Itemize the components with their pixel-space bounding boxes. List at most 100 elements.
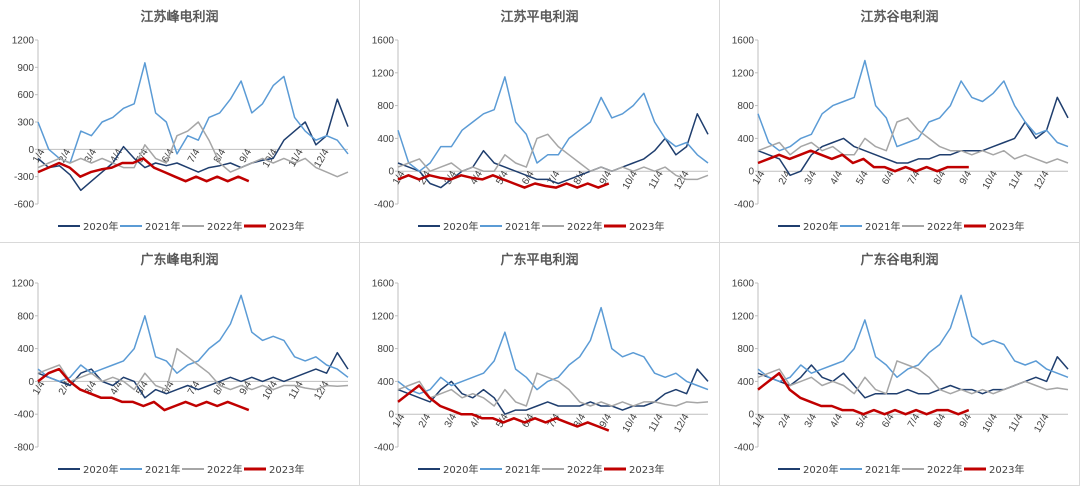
legend-label-2021: 2021年 — [865, 463, 900, 476]
x-tick-label: 10/4 — [621, 412, 640, 435]
legend-label-2022: 2022年 — [207, 220, 242, 233]
y-tick-label: 900 — [17, 63, 34, 74]
legend-label-2022: 2022年 — [207, 463, 242, 476]
y-tick-label: 1200 — [372, 311, 395, 322]
x-tick-label: 12/4 — [672, 169, 691, 192]
series-line-2021 — [37, 294, 349, 383]
y-tick-label: 800 — [377, 344, 394, 355]
legend-label-2020: 2020年 — [443, 220, 478, 233]
chart-title: 广东峰电利润 — [140, 252, 218, 268]
x-tick-label: 12/4 — [672, 412, 691, 435]
y-tick-label: 800 — [377, 101, 394, 112]
legend-label-2022: 2022年 — [567, 220, 602, 233]
y-tick-label: 600 — [17, 90, 34, 101]
series-line-2022 — [397, 372, 709, 407]
y-tick-label: -400 — [734, 200, 754, 211]
x-tick-label: 10/4 — [621, 169, 640, 192]
legend-label-2021: 2021年 — [145, 220, 180, 233]
y-tick-label: 1200 — [732, 311, 755, 322]
y-tick-label: -400 — [374, 200, 394, 211]
chart-panel-3: 江苏谷电利润 1600 1200 800 400 0 -400 1/4 2/4 3/4 4/4 5/4… — [720, 0, 1079, 242]
series-line-2021 — [757, 294, 1069, 383]
chart-title: 江苏峰电利润 — [140, 9, 218, 25]
y-tick-label: 1200 — [12, 279, 35, 290]
chart-title: 广东谷电利润 — [860, 252, 938, 268]
series-line-2023 — [37, 157, 250, 183]
legend-label-2021: 2021年 — [865, 220, 900, 233]
y-tick-label: 1200 — [732, 68, 755, 79]
y-tick-label: 800 — [737, 344, 754, 355]
legend-label-2022: 2022年 — [927, 463, 962, 476]
y-tick-label: -600 — [14, 200, 34, 211]
series-line-2022 — [397, 133, 709, 181]
y-tick-label: 0 — [388, 167, 394, 178]
legend-label-2023: 2023年 — [269, 220, 304, 233]
chart-panel-1: 江苏峰电利润 1200 900 600 300 0 -300 -600 1/4 2/4 3/4 4/4… — [0, 0, 359, 242]
y-tick-label: 800 — [737, 101, 754, 112]
series-line-2023 — [397, 384, 610, 432]
y-tick-label: 1200 — [12, 36, 35, 47]
y-tick-label: 1600 — [372, 36, 395, 47]
series-line-2020 — [397, 368, 709, 415]
x-tick-label: 10/4 — [261, 379, 280, 402]
y-tick-label: -800 — [14, 443, 34, 454]
series-line-2023 — [757, 371, 970, 416]
y-tick-label: 1600 — [732, 279, 755, 290]
y-tick-label: 400 — [377, 134, 394, 145]
y-tick-label: -400 — [374, 443, 394, 454]
y-tick-label: 0 — [748, 167, 754, 178]
series-line-2020 — [37, 98, 349, 192]
legend-label-2022: 2022年 — [567, 463, 602, 476]
x-tick-label: 11/4 — [287, 147, 306, 169]
series-line-2023 — [397, 174, 610, 189]
legend-label-2020: 2020年 — [803, 463, 838, 476]
y-tick-label: 0 — [388, 410, 394, 421]
legend-label-2023: 2023年 — [629, 220, 664, 233]
y-tick-label: 1200 — [372, 68, 395, 79]
y-tick-label: -300 — [14, 172, 34, 183]
chart-panel-5: 广东平电利润 1600 1200 800 400 0 -400 1/4 2/4 3/4 4/4 5/4… — [360, 243, 719, 485]
series-line-2021 — [397, 76, 709, 172]
x-tick-label: 11/4 — [1007, 412, 1026, 434]
chart-panel-2: 江苏平电利润 1600 1200 800 400 0 -400 1/4 2/4 3/4 4/4 5/4… — [360, 0, 719, 242]
chart-panel-6: 广东谷电利润 1600 1200 800 400 0 -400 1/4 2/4 3/4 4/4 5/4… — [720, 243, 1079, 485]
legend-label-2020: 2020年 — [83, 463, 118, 476]
series-line-2022 — [757, 117, 1069, 164]
series-line-2022 — [757, 360, 1069, 395]
x-tick-label: 10/4 — [981, 412, 1000, 435]
legend-label-2020: 2020年 — [443, 463, 478, 476]
y-tick-label: 400 — [377, 377, 394, 388]
y-tick-label: 1600 — [372, 279, 395, 290]
x-tick-label: 11/4 — [287, 379, 306, 401]
legend-label-2023: 2023年 — [629, 463, 664, 476]
chart-title: 江苏平电利润 — [500, 9, 578, 25]
x-tick-label: 12/4 — [1032, 412, 1051, 435]
series-line-2020 — [37, 351, 349, 399]
chart-title: 江苏谷电利润 — [860, 9, 938, 25]
x-tick-label: 11/4 — [647, 412, 666, 434]
x-tick-label: 11/4 — [1007, 169, 1026, 191]
series-line-2023 — [37, 367, 250, 412]
x-tick-label: 11/4 — [647, 169, 666, 191]
y-tick-label: 0 — [748, 410, 754, 421]
series-line-2021 — [757, 59, 1069, 152]
series-line-2022 — [37, 121, 349, 178]
y-tick-label: 1600 — [732, 36, 755, 47]
y-tick-label: 300 — [17, 118, 34, 129]
legend-label-2021: 2021年 — [145, 463, 180, 476]
series-line-2023 — [757, 149, 969, 173]
series-line-2020 — [397, 113, 709, 189]
legend-label-2021: 2021年 — [505, 463, 540, 476]
y-tick-label: -400 — [14, 410, 34, 421]
legend-label-2023: 2023年 — [989, 463, 1024, 476]
series-line-2021 — [37, 62, 349, 164]
legend-label-2021: 2021年 — [505, 220, 540, 233]
legend-label-2023: 2023年 — [989, 220, 1024, 233]
y-tick-label: 400 — [17, 344, 34, 355]
